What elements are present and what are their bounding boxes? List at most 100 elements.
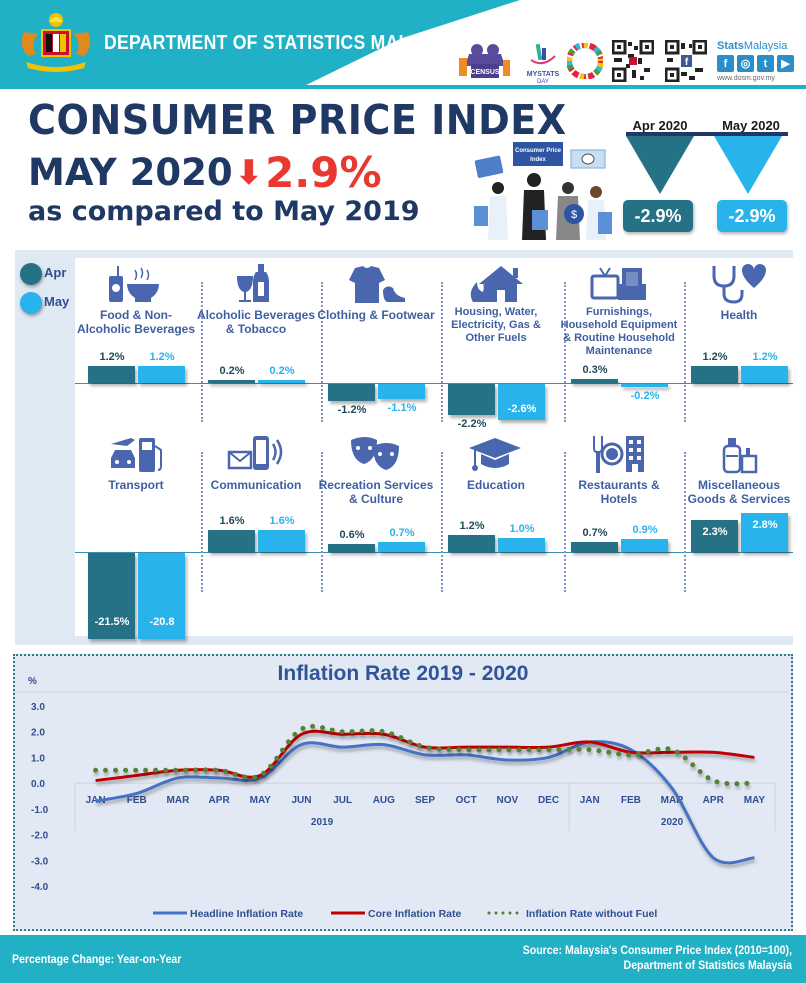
down-arrow-icon: ⬇ — [234, 152, 264, 193]
groups-chart-area — [75, 258, 793, 636]
bar-value-may: 1.0% — [509, 523, 535, 535]
instagram-icon[interactable]: ◎ — [737, 55, 754, 72]
qr-code-icon[interactable] — [612, 40, 654, 82]
x-tick-label: MAR — [167, 795, 191, 806]
bar-apr — [328, 543, 375, 552]
bar-may — [741, 512, 788, 552]
source-line-1: Source: Malaysia's Consumer Price Index … — [522, 943, 792, 957]
bar-may — [621, 539, 668, 552]
legend-apr-dot — [20, 263, 42, 285]
bar-may — [621, 384, 668, 387]
facebook-icon[interactable]: f — [717, 55, 734, 72]
mystats-sub: DAY — [537, 79, 549, 85]
department-title: DEPARTMENT OF STATISTICS MALAYSIA — [104, 32, 464, 54]
footer: Percentage Change: Year-on-Year Source: … — [0, 935, 806, 983]
group-label: Housing, Water, Electricity, Gas & Other… — [451, 306, 541, 344]
bar-value-apr: -2.2% — [457, 417, 487, 430]
inflation-rate-without-fuelline — [93, 723, 757, 787]
census-text: CENSUS — [470, 69, 500, 76]
headline-month-line: MAY 2020 ⬇ 2.9% — [28, 148, 382, 197]
x-tick-label: MAY — [250, 795, 272, 806]
bar-apr — [691, 519, 738, 552]
website-url[interactable]: www.dosm.gov.my — [717, 75, 775, 82]
youtube-icon[interactable]: ▶ — [777, 55, 794, 72]
bar-value-may: 0.9% — [632, 524, 658, 537]
footer-note: Percentage Change: Year-on-Year — [12, 952, 182, 966]
legend-label: Headline Inflation Rate — [190, 908, 303, 920]
group-separator — [564, 282, 566, 422]
group-label: Miscellaneous Goods & Services — [687, 478, 791, 506]
x-tick-label: JUL — [333, 795, 352, 806]
bar-value-may: 1.2% — [149, 351, 175, 364]
legend-label: Core Inflation Rate — [368, 908, 462, 920]
y-tick-label: 3.0 — [31, 702, 45, 713]
headline-month: MAY 2020 — [28, 151, 233, 194]
tv-armchair-icon — [590, 267, 646, 300]
theatre-masks-icon — [351, 437, 399, 470]
bar-value-may: 2.8% — [752, 518, 778, 531]
bar-apr — [571, 542, 618, 552]
y-tick-label: -4.0 — [31, 882, 49, 893]
bar-value-apr: 2.3% — [702, 525, 728, 538]
twitter-icon[interactable]: t — [757, 55, 774, 72]
bar-value-may: -2.6% — [507, 403, 537, 416]
bar-apr — [208, 529, 255, 552]
facebook-qr-code-icon[interactable]: f — [665, 40, 707, 82]
bar-may — [258, 529, 305, 552]
bar-apr — [208, 380, 255, 383]
x-tick-label: JAN — [580, 795, 600, 806]
bar-value-may: 0.2% — [269, 365, 295, 377]
mail-phone-icon — [227, 436, 283, 470]
bar-value-may: -1.1% — [387, 402, 417, 415]
header-divider — [0, 85, 806, 89]
apr-down-triangle-icon — [626, 136, 694, 194]
sdg-wheel-icon — [567, 43, 603, 79]
bar-value-apr: 0.3% — [582, 363, 608, 376]
bar-may — [498, 384, 545, 421]
legend-may-label: May — [44, 294, 70, 309]
group-label: Furnishings, Household Equipment & Routi… — [560, 306, 678, 357]
bar-value-apr: 1.2% — [459, 520, 485, 533]
group-separator — [201, 282, 203, 422]
bar-value-apr: 0.2% — [219, 365, 245, 377]
bar-apr — [88, 366, 135, 383]
bar-apr — [571, 378, 618, 383]
dining-hotel-icon — [593, 436, 644, 473]
bar-apr — [448, 384, 495, 415]
stats-malaysia-brand: StatsMalaysia f ◎ t ▶ www.dosm.gov.my — [717, 40, 803, 82]
svg-text:$: $ — [571, 209, 577, 221]
social-links: f ◎ t ▶ — [717, 55, 803, 72]
group-label: Recreation Services & Culture — [318, 478, 434, 506]
wine-bottle-icon — [237, 264, 269, 302]
bar-may — [378, 542, 425, 552]
inflation-line-chart: Inflation Rate 2019 - 2020 % 3.0 2.0 1.0 0.… — [13, 662, 789, 920]
x-tick-label: FEB — [127, 795, 147, 806]
x-tick-label: MAY — [744, 795, 766, 806]
apr-summary-value: -2.9% — [623, 200, 693, 232]
bar-may — [258, 380, 305, 383]
y-tick-label: -3.0 — [31, 856, 49, 867]
x-axis: JAN FEB MAR APR MAY JUN JUL AUG SEP OCT NOV DEC JAN F… — [74, 782, 776, 832]
census-logo: CENSUS — [459, 44, 510, 78]
headline-inflation-rateline — [95, 740, 755, 865]
bar-may — [498, 538, 545, 552]
x-tick-label: NOV — [497, 795, 519, 806]
group-label: Communication — [210, 478, 302, 492]
bar-value-may: 1.2% — [752, 351, 778, 364]
bar-value-may: -20.8 — [149, 616, 175, 628]
bar-apr — [328, 384, 375, 401]
y-axis-unit: % — [28, 676, 37, 687]
source-line-2: Department of Statistics Malaysia — [623, 958, 792, 972]
y-tick-label: -2.0 — [31, 831, 49, 842]
zero-axis-line — [75, 383, 793, 384]
graduation-cap-icon — [469, 438, 521, 471]
footer-source: Source: Malaysia's Consumer Price Index … — [523, 943, 792, 973]
x-tick-label: OCT — [456, 795, 477, 806]
summary-divider — [626, 132, 788, 136]
group-separator — [441, 282, 443, 422]
svg-text:f: f — [685, 57, 689, 68]
shoppers-illustration-icon: Consumer Price Index $ — [474, 142, 612, 240]
legend-apr-label: Apr — [44, 265, 67, 280]
x-tick-label: JUN — [291, 795, 311, 806]
x-tick-label: APR — [703, 795, 725, 806]
